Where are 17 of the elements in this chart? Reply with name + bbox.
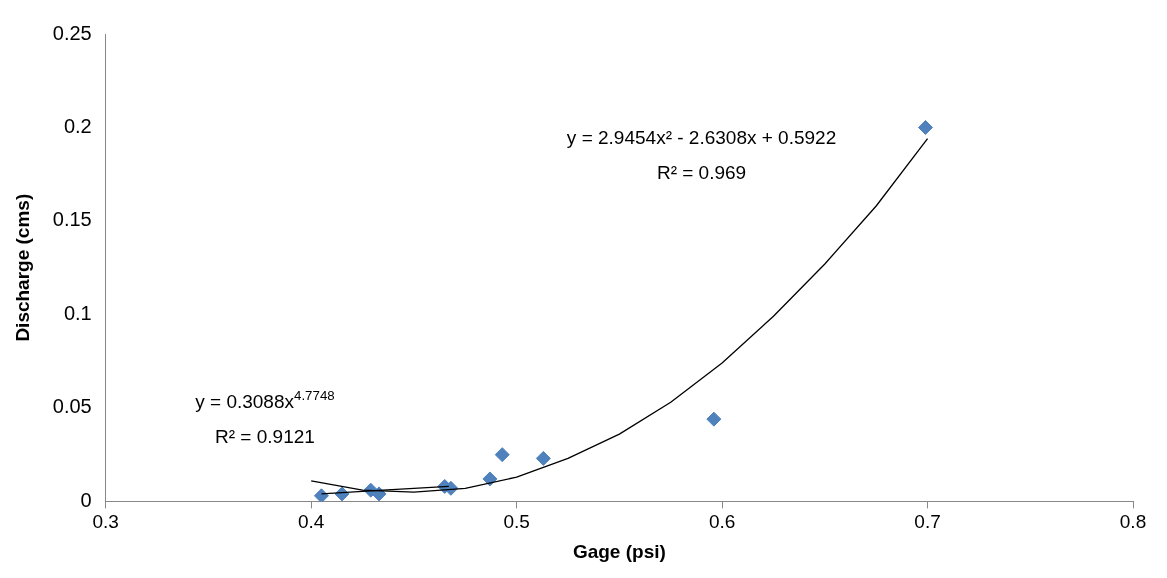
y-tick-label: 0.15 — [52, 208, 92, 231]
x-tick-label: 0.7 — [914, 511, 941, 533]
annotation: R² = 0.9121 — [215, 425, 315, 447]
y-tick-label: 0.2 — [63, 115, 92, 137]
y-tick-label: 0 — [80, 488, 92, 511]
annotation: y = 2.9454x² - 2.6308x + 0.5922 — [566, 126, 837, 148]
x-tick-label: 0.8 — [1119, 511, 1147, 533]
x-tick-label: 0.6 — [708, 511, 736, 533]
y-tick-label: 0.05 — [52, 395, 92, 418]
x-tick-label: 0.5 — [503, 511, 530, 533]
x-tick-label: 0.3 — [92, 511, 119, 533]
y-tick-label: 0.25 — [52, 21, 92, 44]
y-axis-title: Discharge (cms) — [11, 193, 33, 342]
x-axis-title: Gage (psi) — [572, 540, 666, 562]
annotation: R² = 0.969 — [656, 161, 747, 183]
x-tick-label: 0.4 — [297, 511, 325, 533]
y-tick-label: 0.1 — [63, 301, 92, 324]
